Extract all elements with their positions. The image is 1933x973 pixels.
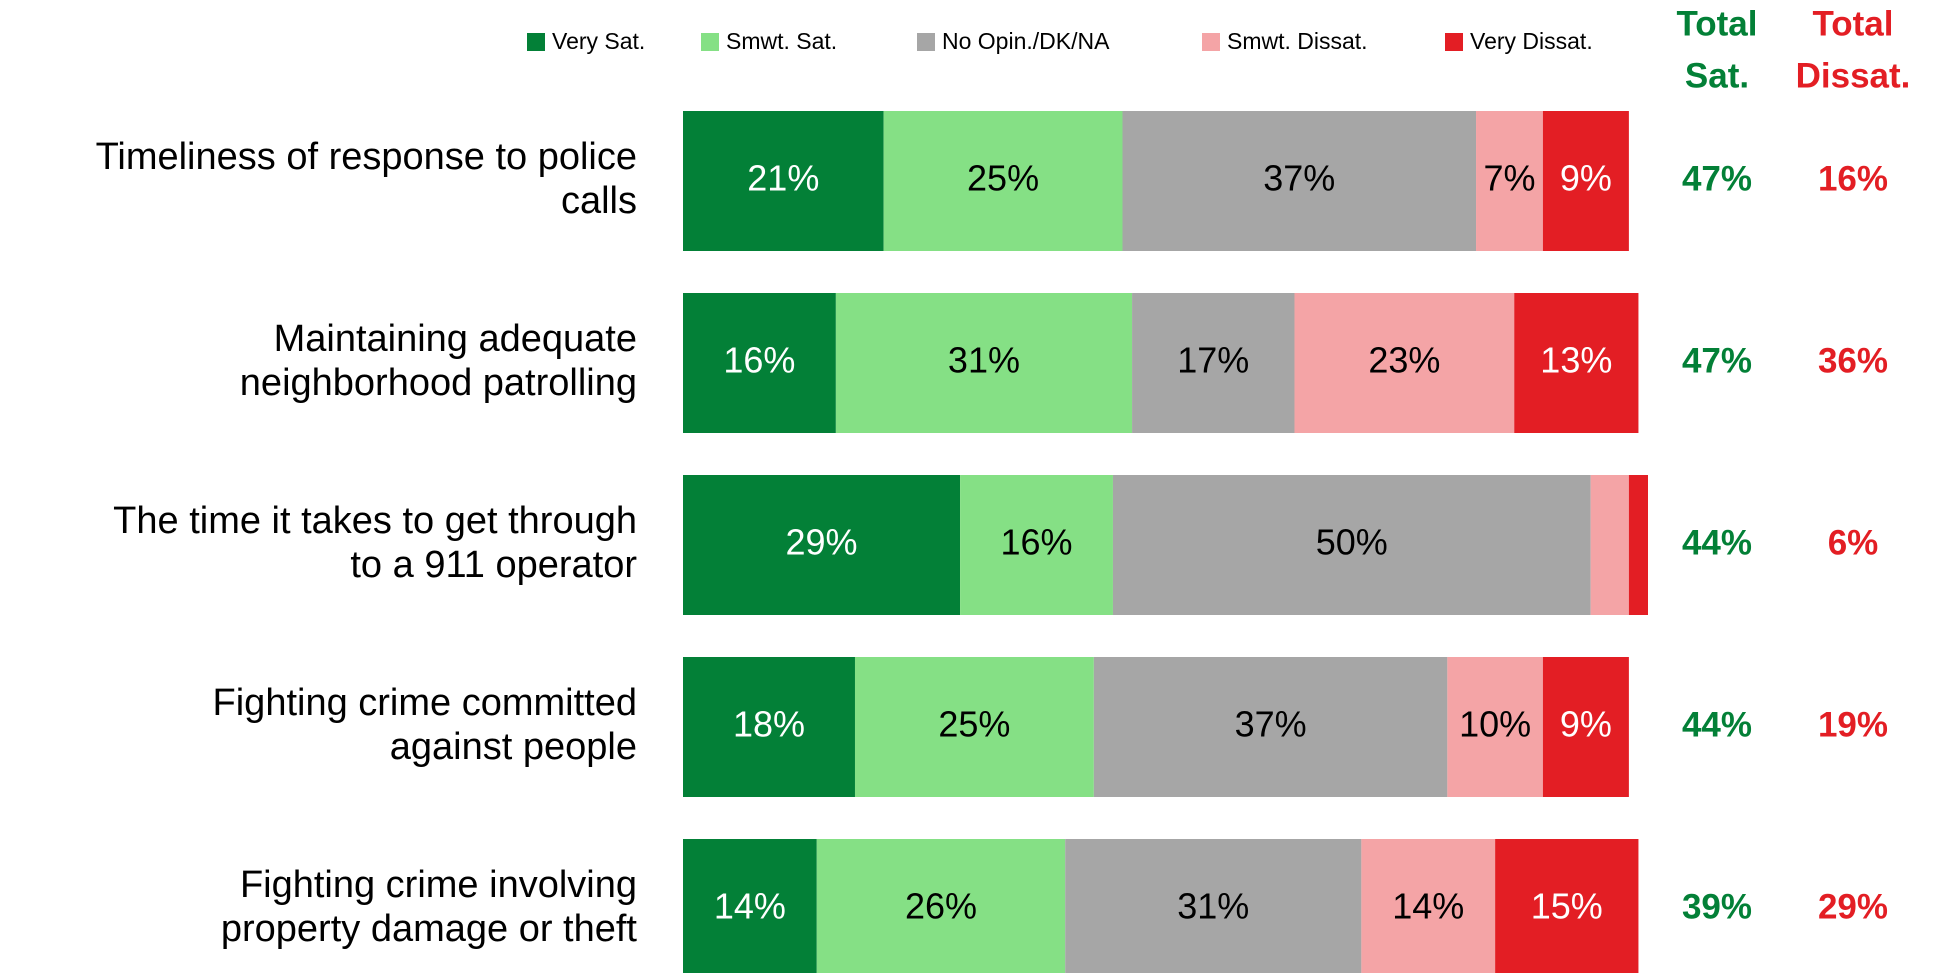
bar-segment xyxy=(1542,111,1629,251)
data-label: 25% xyxy=(938,704,1010,745)
bar-segment xyxy=(960,475,1113,615)
bar-segment xyxy=(1514,293,1639,433)
legend-swatch xyxy=(1202,33,1220,51)
bar-segment xyxy=(883,111,1123,251)
bar-segment xyxy=(1065,839,1362,973)
total-header: Sat. xyxy=(1685,56,1749,95)
bar-segment xyxy=(683,657,855,797)
legend-swatch xyxy=(1445,33,1463,51)
data-label: 10% xyxy=(1459,704,1531,745)
total-header: Total xyxy=(1812,4,1893,43)
bar-segment xyxy=(683,293,836,433)
legend-label: Smwt. Dissat. xyxy=(1227,28,1368,54)
legend-swatch xyxy=(527,33,545,51)
data-label: 50% xyxy=(1316,522,1388,563)
data-label: 25% xyxy=(967,158,1039,199)
bar-segment xyxy=(1294,293,1515,433)
bar-segment xyxy=(1628,475,1648,615)
legend-label: Very Sat. xyxy=(552,28,645,54)
total-value: 6% xyxy=(1828,523,1879,562)
data-label: 9% xyxy=(1560,704,1612,745)
data-label: 26% xyxy=(905,886,977,927)
legend-label: Smwt. Sat. xyxy=(726,28,837,54)
data-label: 17% xyxy=(1177,340,1249,381)
bar-segment xyxy=(1361,839,1496,973)
data-label: 16% xyxy=(723,340,795,381)
bar-segment xyxy=(1112,475,1591,615)
data-label: 18% xyxy=(733,704,805,745)
bar-segment xyxy=(1122,111,1477,251)
bar-segment xyxy=(1495,839,1639,973)
data-label: 14% xyxy=(1392,886,1464,927)
total-value: 16% xyxy=(1818,159,1888,198)
bar-segment xyxy=(1476,111,1543,251)
legend-swatch xyxy=(701,33,719,51)
bar-segment xyxy=(1590,475,1629,615)
data-label: 15% xyxy=(1531,886,1603,927)
total-header: Dissat. xyxy=(1796,56,1911,95)
category-label: The time it takes to get through xyxy=(113,500,637,542)
legend-label: Very Dissat. xyxy=(1470,28,1593,54)
data-label: 31% xyxy=(1177,886,1249,927)
data-label: 37% xyxy=(1263,158,1335,199)
data-label: 14% xyxy=(714,886,786,927)
legend-label: No Opin./DK/NA xyxy=(942,28,1110,54)
category-label: property damage or theft xyxy=(221,908,638,950)
data-label: 16% xyxy=(1000,522,1072,563)
data-label: 23% xyxy=(1368,340,1440,381)
bar-segment xyxy=(835,293,1133,433)
bar-segment xyxy=(1093,657,1448,797)
bar-segment xyxy=(816,839,1066,973)
bar-segment xyxy=(683,839,817,973)
data-label: 21% xyxy=(747,158,819,199)
data-label: 31% xyxy=(948,340,1020,381)
category-label: to a 911 operator xyxy=(350,544,637,586)
data-label: 7% xyxy=(1483,158,1535,199)
total-value: 29% xyxy=(1818,887,1888,926)
total-value: 44% xyxy=(1682,705,1752,744)
data-label: 9% xyxy=(1560,158,1612,199)
data-label: 29% xyxy=(786,522,858,563)
category-label: Fighting crime committed xyxy=(213,682,637,724)
bar-segment xyxy=(1447,657,1543,797)
bar-segment xyxy=(854,657,1094,797)
bar-segment xyxy=(683,475,961,615)
category-label: neighborhood patrolling xyxy=(240,362,637,404)
bar-segment xyxy=(683,111,884,251)
category-label: Maintaining adequate xyxy=(274,318,637,360)
bar-segment xyxy=(1542,657,1629,797)
data-label: 13% xyxy=(1540,340,1612,381)
data-label: 37% xyxy=(1235,704,1307,745)
category-label: Timeliness of response to police xyxy=(96,136,637,178)
category-label: Fighting crime involving xyxy=(240,864,637,906)
total-value: 19% xyxy=(1818,705,1888,744)
legend-swatch xyxy=(917,33,935,51)
bar-segment xyxy=(1132,293,1295,433)
total-value: 44% xyxy=(1682,523,1752,562)
total-value: 47% xyxy=(1682,341,1752,380)
total-value: 47% xyxy=(1682,159,1752,198)
category-label: calls xyxy=(561,180,637,222)
category-label: against people xyxy=(390,726,637,768)
total-header: Total xyxy=(1676,4,1757,43)
total-value: 39% xyxy=(1682,887,1752,926)
total-value: 36% xyxy=(1818,341,1888,380)
